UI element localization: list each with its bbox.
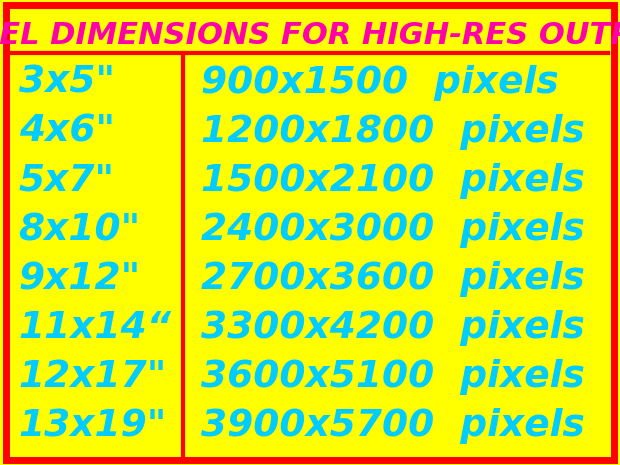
- Text: PIXEL DIMENSIONS FOR HIGH-RES OUTPUT: PIXEL DIMENSIONS FOR HIGH-RES OUTPUT: [0, 21, 620, 50]
- Text: 1500x2100  pixels: 1500x2100 pixels: [202, 163, 585, 199]
- Text: 12x17": 12x17": [19, 359, 167, 395]
- Text: 13x19": 13x19": [19, 408, 167, 445]
- Text: 2700x3600  pixels: 2700x3600 pixels: [202, 261, 585, 297]
- Text: 1200x1800  pixels: 1200x1800 pixels: [202, 114, 585, 150]
- Text: 900x1500  pixels: 900x1500 pixels: [202, 65, 559, 101]
- Text: 11x14“: 11x14“: [19, 310, 172, 346]
- Text: 2400x3000  pixels: 2400x3000 pixels: [202, 212, 585, 248]
- Text: 3900x5700  pixels: 3900x5700 pixels: [202, 408, 585, 445]
- Text: 8x10": 8x10": [19, 212, 141, 248]
- Text: 4x6": 4x6": [19, 114, 115, 150]
- Text: 5x7": 5x7": [19, 163, 115, 199]
- Text: 3600x5100  pixels: 3600x5100 pixels: [202, 359, 585, 395]
- Text: 3x5": 3x5": [19, 65, 115, 101]
- Text: 3300x4200  pixels: 3300x4200 pixels: [202, 310, 585, 346]
- Text: 9x12": 9x12": [19, 261, 141, 297]
